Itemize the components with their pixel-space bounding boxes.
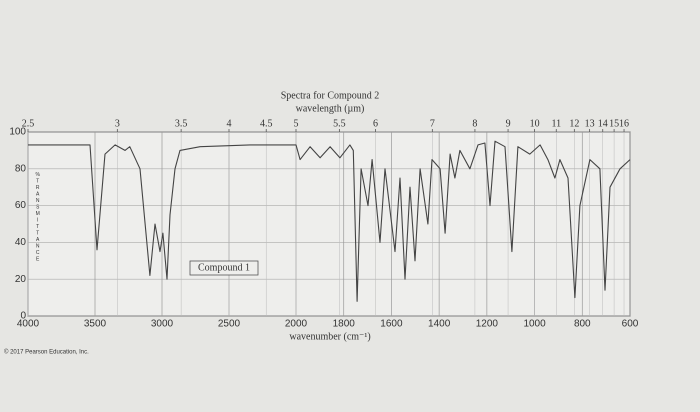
chart-title: Spectra for Compound 2 (281, 90, 380, 101)
x-tick-label: 1600 (380, 319, 403, 330)
x2-tick-label: 15 (609, 118, 619, 129)
annotation-box (189, 260, 259, 276)
spectrum-line (28, 140, 631, 302)
x-axis-label: wavenumber (cm⁻¹) (289, 331, 370, 342)
x-tick-label: 1400 (428, 319, 451, 330)
x2-tick-label: 4 (227, 118, 232, 129)
x2-tick-label: 10 (530, 118, 540, 129)
y-axis-label: %TRANSMITTANCE (35, 172, 41, 263)
x2-tick-label: 5.5 (333, 118, 346, 129)
x-tick-label: 1000 (523, 319, 546, 330)
x2-tick-label: 11 (551, 118, 561, 129)
x2-tick-label: 3.5 (175, 118, 188, 129)
y-tick-label: 40 (15, 237, 27, 248)
x2-tick-label: 4.5 (260, 118, 273, 129)
plot-area (27, 131, 631, 317)
x2-tick-label: 9 (506, 118, 511, 129)
x-tick-label: 800 (574, 319, 591, 330)
x2-tick-label: 12 (569, 118, 579, 129)
x-tick-label: 1200 (476, 319, 499, 330)
x-tick-label: 3500 (84, 319, 107, 330)
x2-tick-label: 14 (598, 118, 608, 129)
x2-tick-label: 7 (430, 118, 435, 129)
x-tick-label: 1800 (333, 319, 356, 330)
y-tick-label: 0 (20, 311, 26, 322)
x-tick-label: 600 (622, 319, 639, 330)
x-tick-label: 2000 (285, 319, 308, 330)
y-tick-label: 60 (15, 200, 27, 211)
annotation: Compound 1 (198, 262, 250, 273)
x2-tick-label: 2.5 (22, 118, 35, 129)
x2-tick-label: 13 (585, 118, 595, 129)
x2-tick-label: 16 (619, 118, 629, 129)
x2-axis-label: wavelength (µm) (296, 103, 365, 114)
y-tick-label: 20 (15, 274, 27, 285)
x2-tick-label: 5 (294, 118, 299, 129)
x2-tick-label: 3 (115, 118, 120, 129)
x-tick-label: 2500 (218, 319, 241, 330)
y-tick-label: 80 (15, 163, 27, 174)
x2-tick-label: 6 (373, 118, 378, 129)
x2-tick-label: 8 (472, 118, 477, 129)
x-tick-label: 4000 (17, 319, 40, 330)
x-tick-label: 3000 (151, 319, 174, 330)
footer: © 2017 Pearson Education, Inc. (4, 349, 89, 356)
y-tick-label: 100 (9, 127, 26, 138)
